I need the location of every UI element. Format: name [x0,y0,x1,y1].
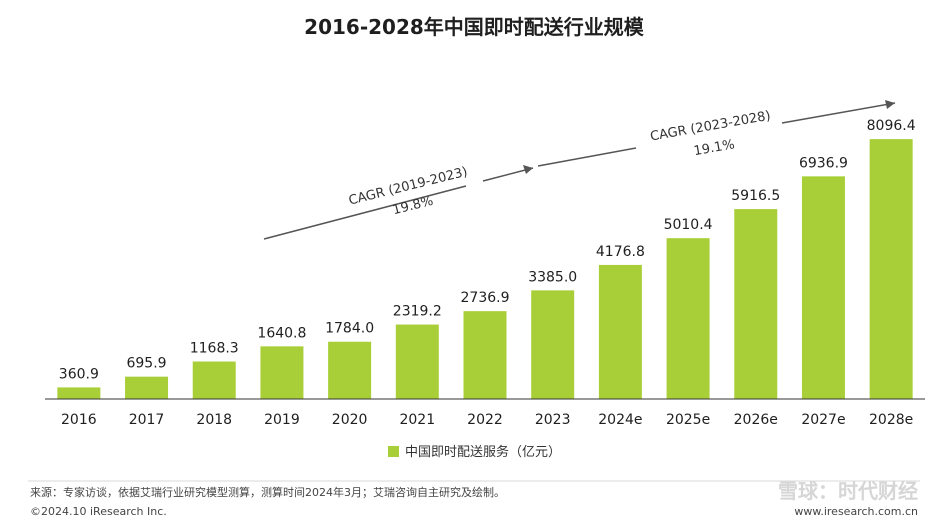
bar-2023 [531,290,575,399]
chart-title: 2016-2028年中国即时配送行业规模 [304,15,645,39]
footer-source: 来源：专家访谈，依据艾瑞行业研究模型测算，测算时间2024年3月；艾瑞咨询自主研… [30,485,505,499]
x-tick-2025e: 2025e [666,412,710,428]
bar-2021 [395,324,439,399]
x-tick-2020: 2020 [332,412,368,428]
value-label-2025e: 5010.4 [664,217,713,233]
cagr-2-label: CAGR (2023-2028) [649,109,772,145]
cagr-2-value: 19.1% [693,137,736,159]
bar-2022 [463,311,507,399]
cagr-1-value: 19.8% [391,194,435,219]
bar-2027e [801,176,845,399]
legend-label: 中国即时配送服务（亿元） [405,444,561,460]
value-labels: 360.9 695.9 1168.3 1640.8 1784.0 2319.2 2736.9… [59,118,916,382]
x-tick-2018: 2018 [196,412,232,428]
value-label-2023: 3385.0 [528,269,577,285]
value-label-2019: 1640.8 [257,325,306,341]
cagr-2-arrow-line-left [537,147,637,167]
watermark-text: 雪球：时代财经 [778,479,918,503]
x-tick-2019: 2019 [264,412,300,428]
value-label-2016: 360.9 [59,366,99,382]
bar-2018 [192,361,236,399]
bar-2016 [57,387,101,399]
value-label-2018: 1168.3 [190,341,239,357]
value-label-2021: 2319.2 [393,304,442,320]
bar-2017 [125,376,169,399]
bar-series [57,139,913,399]
value-label-2024e: 4176.8 [596,244,645,260]
cagr-2-arrow-line-right [781,102,896,124]
value-label-2017: 695.9 [126,356,166,372]
x-tick-2024e: 2024e [598,412,642,428]
x-tick-2017: 2017 [129,412,165,428]
x-tick-2027e: 2027e [801,412,845,428]
value-label-2020: 1784.0 [325,321,374,337]
x-axis-ticks: 2016 2017 2018 2019 2020 2021 2022 2023 2024e 202… [61,412,913,428]
value-label-2022: 2736.9 [461,290,510,306]
x-tick-2023: 2023 [535,412,571,428]
bar-2020 [328,341,372,399]
x-tick-2021: 2021 [399,412,435,428]
bar-2026e [734,209,778,399]
value-label-2028e: 8096.4 [867,118,916,134]
value-label-2027e: 6936.9 [799,155,848,171]
x-tick-2028e: 2028e [869,412,913,428]
cagr-2-arrowhead-icon [885,100,895,109]
bar-2019 [260,346,304,399]
footer-copyright: ©2024.10 iResearch Inc. [30,505,167,518]
x-tick-2022: 2022 [467,412,503,428]
bar-2028e [869,139,913,399]
legend-swatch [388,446,399,457]
cagr-1-arrowhead-icon [523,165,533,174]
value-label-2026e: 5916.5 [731,188,780,204]
footer-website: www.iresearch.com.cn [794,505,918,518]
cagr-1-arrow-line-right [482,167,534,182]
bar-2024e [598,264,642,399]
bar-2025e [666,238,710,399]
x-tick-2016: 2016 [61,412,97,428]
cagr-1-arrow-line-left [263,185,467,240]
x-tick-2026e: 2026e [734,412,778,428]
